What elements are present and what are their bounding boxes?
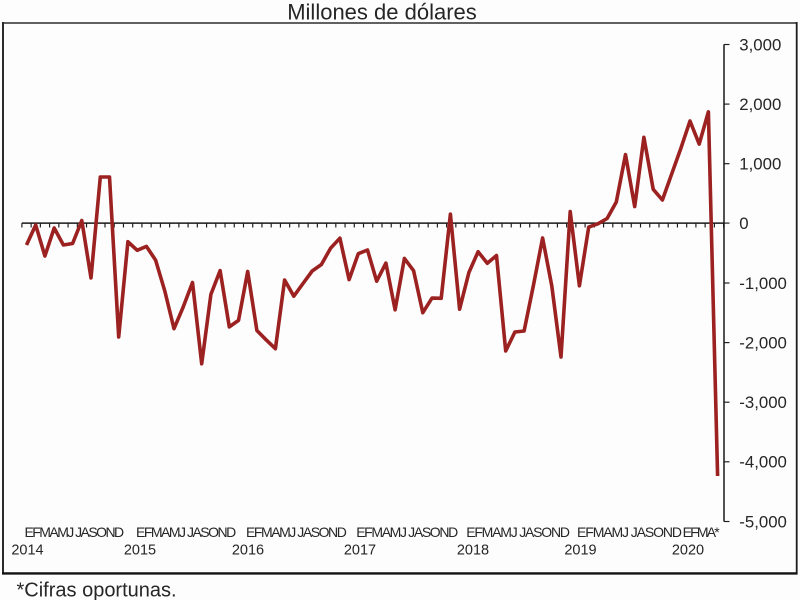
svg-text:3,000: 3,000 <box>739 35 781 54</box>
svg-text:-4,000: -4,000 <box>739 453 787 472</box>
svg-text:*Cifras oportunas.: *Cifras oportunas. <box>17 580 177 600</box>
svg-text:0: 0 <box>739 214 748 233</box>
svg-text:2019: 2019 <box>564 543 596 559</box>
svg-text:EFMAMJ JASOND: EFMAMJ JASOND <box>25 524 125 540</box>
svg-text:2017: 2017 <box>344 543 376 559</box>
svg-text:EFMAMJ JASOND: EFMAMJ JASOND <box>577 524 682 540</box>
svg-text:2,000: 2,000 <box>739 95 781 114</box>
svg-text:EFMAMJ JASOND: EFMAMJ JASOND <box>356 524 458 540</box>
svg-text:-5,000: -5,000 <box>739 512 787 531</box>
svg-text:EFMA*: EFMA* <box>683 524 721 540</box>
svg-text:2020: 2020 <box>672 543 704 559</box>
svg-text:EFMAMJ JASOND: EFMAMJ JASOND <box>246 524 347 540</box>
svg-text:2018: 2018 <box>457 543 489 559</box>
svg-text:EFMAMJ JASOND: EFMAMJ JASOND <box>466 524 570 540</box>
svg-text:-3,000: -3,000 <box>739 393 787 412</box>
svg-text:2014: 2014 <box>11 543 43 559</box>
svg-text:2015: 2015 <box>124 543 156 559</box>
svg-text:EFMAMJ JASOND: EFMAMJ JASOND <box>136 524 236 540</box>
svg-text:1,000: 1,000 <box>739 155 781 174</box>
svg-text:Millones de dólares: Millones de dólares <box>287 0 477 25</box>
svg-text:2016: 2016 <box>232 543 264 559</box>
svg-text:-1,000: -1,000 <box>739 274 787 293</box>
svg-text:-2,000: -2,000 <box>739 334 787 353</box>
